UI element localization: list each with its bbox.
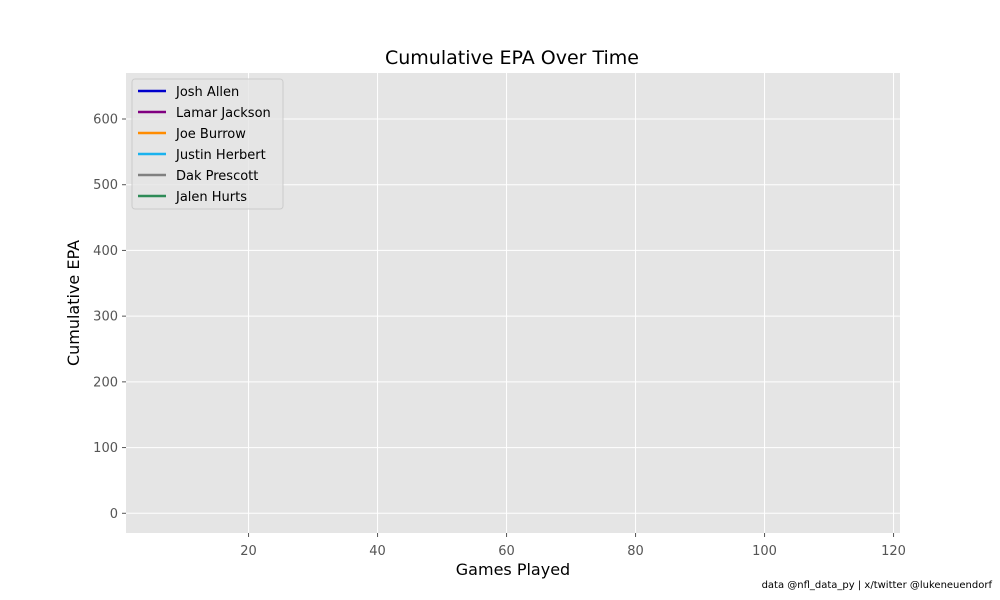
legend-entry-label: Josh Allen: [175, 85, 239, 100]
x-tick-label: 40: [369, 544, 386, 559]
x-tick-label: 20: [240, 544, 257, 559]
legend-entry-label: Dak Prescott: [176, 169, 258, 184]
x-axis-ticks: 20 40 60 80 100 120: [240, 533, 906, 559]
legend-entry-label: Jalen Hurts: [175, 190, 247, 205]
data-source-credit: data @nfl_data_py | x/twitter @lukeneuen…: [761, 580, 992, 591]
y-tick-label: 500: [93, 178, 118, 193]
legend: Josh Allen Lamar Jackson Joe Burrow Justin …: [131, 78, 284, 210]
y-tick-label: 600: [93, 113, 118, 128]
legend-entry-label: Lamar Jackson: [176, 106, 271, 121]
legend-entry-label: Joe Burrow: [175, 127, 246, 142]
y-tick-label: 400: [93, 244, 118, 259]
y-tick-label: 300: [93, 310, 118, 325]
y-tick-label: 200: [93, 375, 118, 390]
x-tick-label: 100: [752, 544, 777, 559]
x-tick-label: 120: [881, 544, 906, 559]
chart-title: Cumulative EPA Over Time: [385, 47, 639, 69]
y-tick-label: 0: [110, 507, 118, 522]
y-tick-label: 100: [93, 441, 118, 456]
legend-entry-label: Justin Herbert: [175, 148, 266, 163]
x-tick-label: 80: [627, 544, 644, 559]
legend-box: [131, 78, 284, 210]
x-axis-label: Games Played: [456, 560, 570, 579]
gridlines: [126, 73, 900, 533]
y-axis-label: Cumulative EPA: [64, 240, 83, 366]
y-axis-ticks: 0 100 200 300 400 500 600: [93, 113, 126, 522]
x-tick-label: 60: [498, 544, 515, 559]
